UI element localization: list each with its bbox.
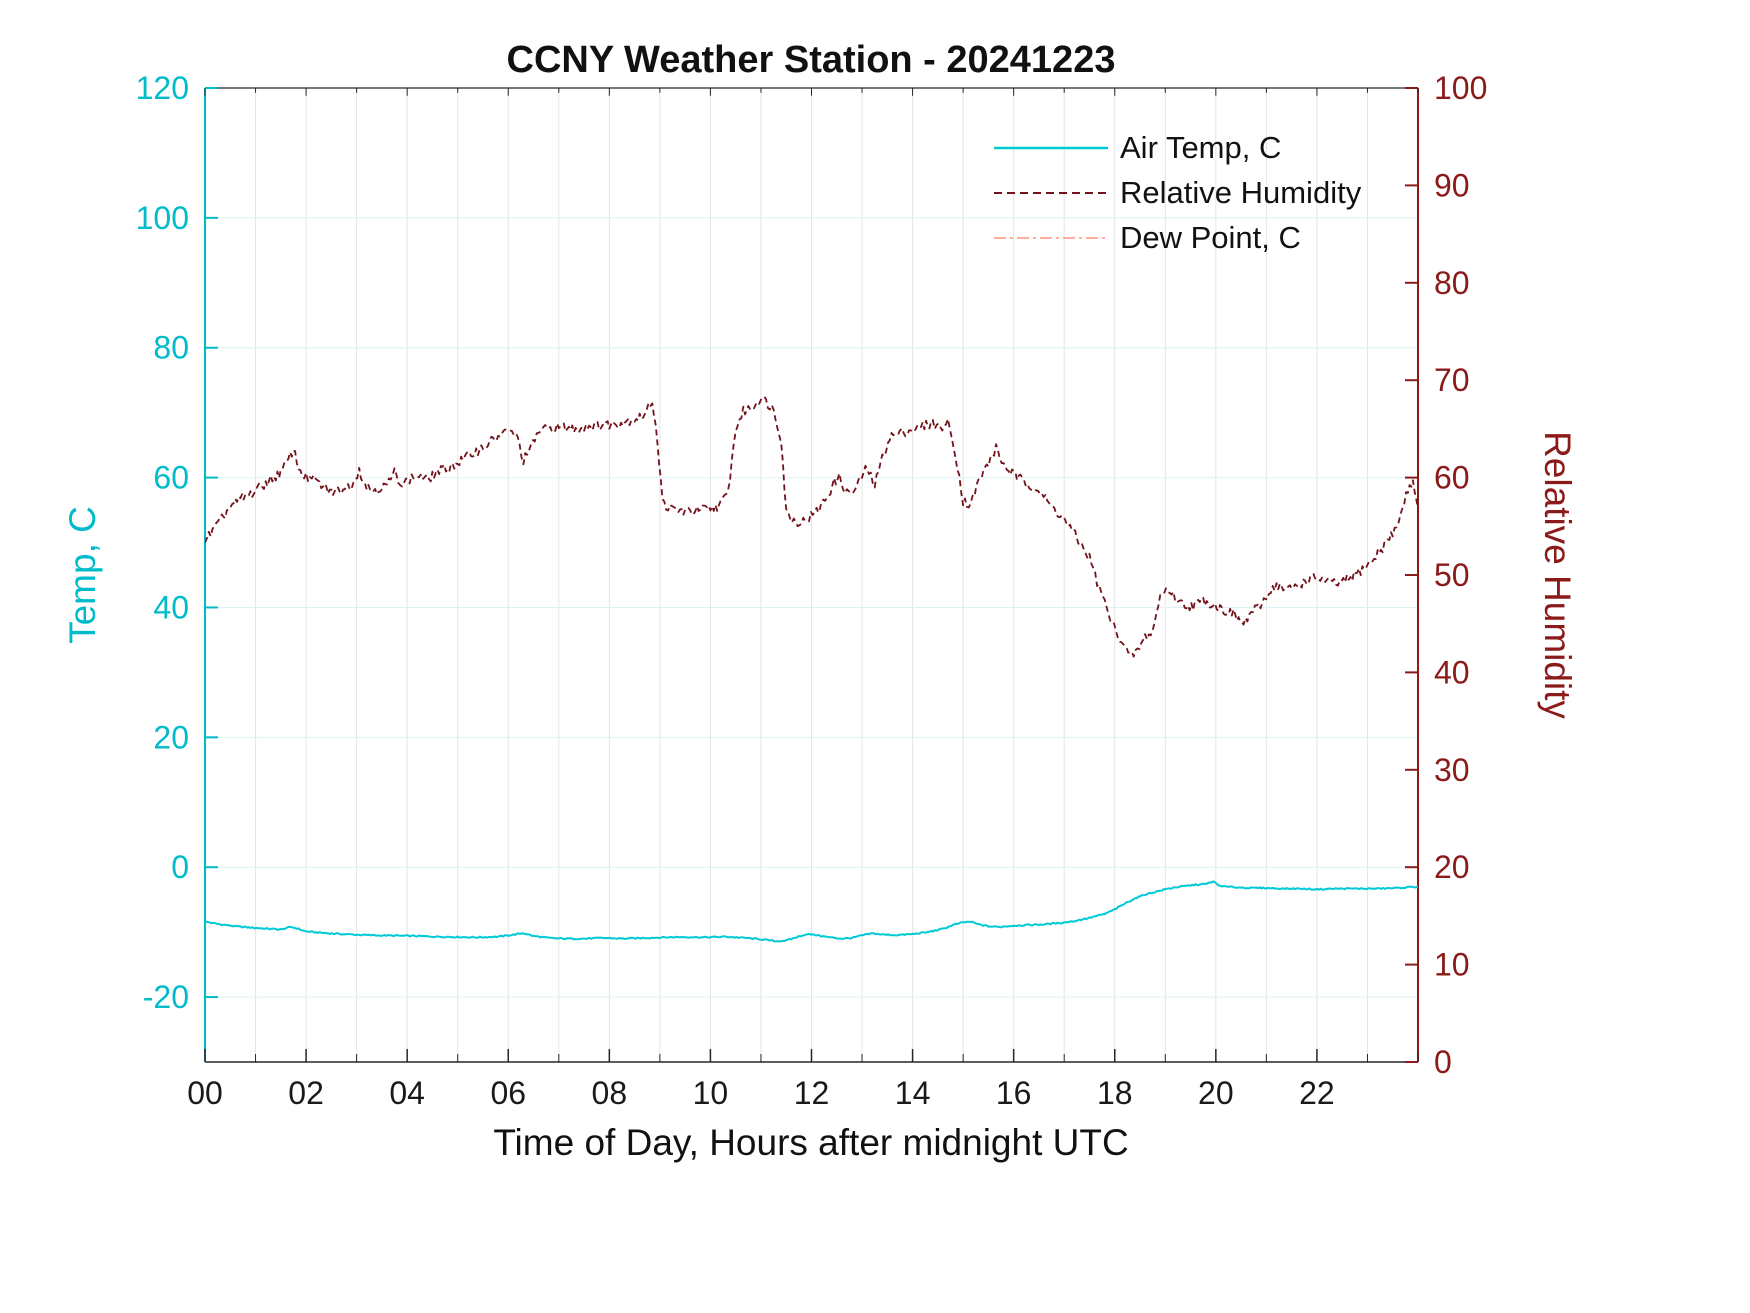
left-tick-label: 0 — [171, 849, 189, 885]
right-y-axis-label: Relative Humidity — [1537, 431, 1578, 719]
legend-sample-dew-point — [994, 237, 1108, 239]
right-tick-label: 70 — [1434, 362, 1470, 398]
right-tick-label: 10 — [1434, 947, 1470, 983]
x-tick-label: 04 — [389, 1075, 425, 1111]
legend-label-relative-humidity: Relative Humidity — [1120, 175, 1362, 210]
right-tick-label: 80 — [1434, 265, 1470, 301]
legend-item-dew-point: Dew Point, C — [992, 220, 1361, 256]
left-tick-label: 120 — [136, 70, 189, 106]
left-tick-label: 100 — [136, 200, 189, 236]
x-axis-label: Time of Day, Hours after midnight UTC — [493, 1122, 1128, 1163]
series-air-temp — [205, 880, 1418, 943]
x-tick-label: 02 — [288, 1075, 324, 1111]
series-relative-humidity — [205, 395, 1418, 658]
x-tick-label: 18 — [1097, 1075, 1133, 1111]
legend-item-relative-humidity: Relative Humidity — [992, 175, 1361, 211]
right-tick-label: 20 — [1434, 849, 1470, 885]
x-tick-label: 06 — [490, 1075, 526, 1111]
x-tick-label: 08 — [592, 1075, 628, 1111]
right-tick-label: 40 — [1434, 654, 1470, 690]
axes: 00 02 04 06 08 10 12 14 16 18 20 22-200204060801001… — [136, 70, 1488, 1111]
left-tick-label: 40 — [153, 589, 189, 625]
x-tick-label: 22 — [1299, 1075, 1335, 1111]
right-tick-label: 30 — [1434, 752, 1470, 788]
grid — [205, 88, 1418, 1062]
chart-title: CCNY Weather Station - 20241223 — [507, 39, 1116, 81]
legend-label-dew-point: Dew Point, C — [1120, 220, 1301, 255]
right-tick-label: 0 — [1434, 1044, 1452, 1080]
legend-sample-relative-humidity — [994, 192, 1108, 194]
right-tick-label: 90 — [1434, 167, 1470, 203]
x-tick-label: 20 — [1198, 1075, 1234, 1111]
left-y-axis-label: Temp, C — [62, 506, 103, 644]
x-tick-label: 00 — [187, 1075, 223, 1111]
right-tick-label: 100 — [1434, 70, 1487, 106]
chart-legend: Air Temp, C Relative Humidity Dew Point,… — [992, 130, 1361, 256]
legend-sample-air-temp — [994, 146, 1108, 150]
right-tick-label: 50 — [1434, 557, 1470, 593]
x-tick-label: 10 — [693, 1075, 729, 1111]
left-tick-label: 20 — [153, 719, 189, 755]
left-tick-label: 60 — [153, 460, 189, 496]
x-tick-label: 16 — [996, 1075, 1032, 1111]
series — [205, 395, 1418, 943]
x-tick-label: 12 — [794, 1075, 830, 1111]
right-tick-label: 60 — [1434, 460, 1470, 496]
legend-item-air-temp: Air Temp, C — [992, 130, 1361, 166]
x-tick-label: 14 — [895, 1075, 931, 1111]
left-tick-label: 80 — [153, 330, 189, 366]
legend-label-air-temp: Air Temp, C — [1120, 130, 1282, 165]
left-tick-label: -20 — [143, 979, 189, 1015]
